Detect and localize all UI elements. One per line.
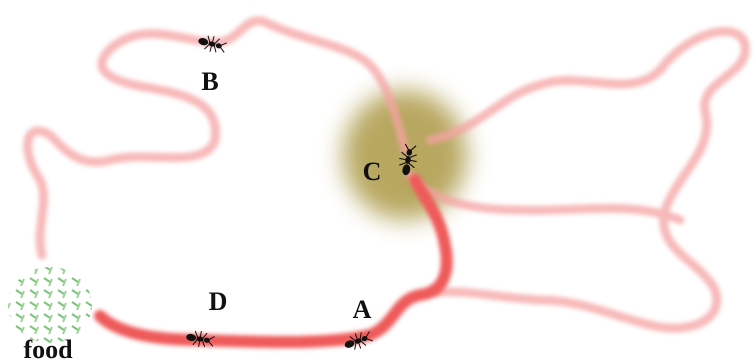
page: B C D A food (() => { const data = JSON.… [0, 0, 756, 362]
trail-right [430, 31, 745, 328]
ant-trail-diagram: B C D A food [0, 0, 756, 362]
label-d: D [209, 287, 228, 316]
ant [196, 33, 227, 56]
label-a: A [353, 295, 372, 324]
label-c: C [363, 157, 382, 186]
label-food: food [23, 335, 73, 362]
label-b: B [201, 67, 218, 96]
food-pile [8, 267, 92, 343]
